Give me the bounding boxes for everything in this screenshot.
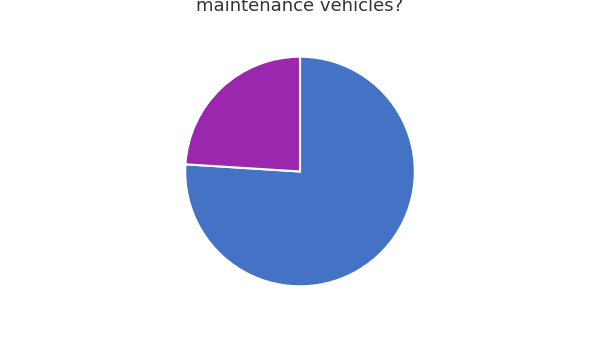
Wedge shape — [185, 57, 415, 286]
Legend: Yes, No, Unknown/Not Sure: Yes, No, Unknown/Not Sure — [175, 349, 425, 350]
Wedge shape — [185, 57, 300, 172]
Title: Does your agency collect real-time field data from
maintenance vehicles?: Does your agency collect real-time field… — [73, 0, 527, 15]
